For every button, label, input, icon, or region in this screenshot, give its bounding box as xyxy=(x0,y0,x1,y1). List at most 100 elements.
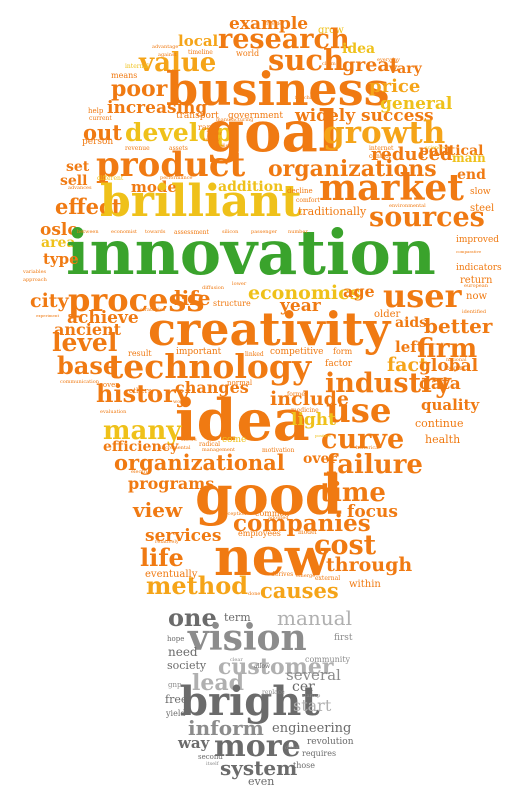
word-great: great xyxy=(342,54,399,76)
word-brilliant: brilliant xyxy=(100,176,302,227)
word-end: end xyxy=(457,167,486,183)
word-companies: companies xyxy=(233,510,371,537)
word-life-top: life xyxy=(174,286,211,310)
word-term: term xyxy=(224,611,251,624)
word-tiny: begin xyxy=(446,365,464,372)
word-tiny: form xyxy=(333,347,353,356)
word-tiny: environmental xyxy=(389,203,426,209)
word-lead: lead xyxy=(192,670,244,696)
word-changes: changes xyxy=(175,378,249,397)
word-several: several xyxy=(286,666,341,684)
word-year: year xyxy=(280,296,321,316)
word-those: those xyxy=(293,761,316,770)
word-tiny: come xyxy=(222,435,247,445)
word-traditionally: traditionally xyxy=(298,205,367,218)
word-process: process xyxy=(68,281,205,319)
word-tiny: timeline xyxy=(188,49,213,56)
word-tiny: between xyxy=(77,229,99,235)
word-tiny: diffusion xyxy=(202,285,224,291)
word-fact: fact xyxy=(387,354,428,376)
word-age: age xyxy=(343,282,375,301)
word-tiny: strategies xyxy=(140,307,166,313)
word-tiny: perception xyxy=(219,511,247,517)
word-history: history xyxy=(96,379,190,408)
word-life: life xyxy=(140,543,184,572)
word-steel: steel xyxy=(470,203,495,214)
word-tiny: corporations xyxy=(425,341,451,346)
word-tiny: everyday xyxy=(377,57,400,63)
word-tiny: help xyxy=(88,107,104,115)
word-base: base xyxy=(57,351,119,380)
word-tiny: model xyxy=(298,529,317,536)
word-tiny: derives xyxy=(271,571,294,578)
word-tiny: evaluation xyxy=(100,409,127,415)
word-mode: mode xyxy=(131,178,177,196)
word-data: data xyxy=(419,374,461,394)
word-tiny: comfort xyxy=(296,197,320,204)
word-tiny: shows xyxy=(181,437,197,443)
word-tiny: emerge xyxy=(296,573,316,579)
word-services: services xyxy=(145,526,222,546)
word-startup: startup xyxy=(302,693,321,699)
word-view: view xyxy=(133,498,183,522)
word-grow: grow xyxy=(318,25,344,36)
word-tiny: work xyxy=(173,399,186,405)
word-tiny: structure xyxy=(213,299,251,308)
word-yield: yield xyxy=(166,709,186,718)
word-manual: manual xyxy=(277,606,352,630)
word-vision: vision xyxy=(188,617,307,659)
word-bright: bright xyxy=(180,678,320,725)
word-tiny: management xyxy=(202,447,236,453)
word-continue: continue xyxy=(415,417,464,430)
word-left: left xyxy=(395,338,424,356)
word-cer: cer xyxy=(292,679,315,695)
word-first: first xyxy=(334,633,353,643)
word-hope: hope xyxy=(167,635,185,643)
word-user: user xyxy=(383,277,462,315)
word-tiny: economist xyxy=(111,229,137,235)
word-tiny: claim xyxy=(322,61,336,67)
word-tiny: former xyxy=(287,391,308,398)
word-tiny: european xyxy=(464,283,488,289)
word-inform: inform xyxy=(188,716,264,740)
word-tiny: others xyxy=(129,387,152,395)
word-widely: widely xyxy=(295,106,356,126)
word-tiny: cover xyxy=(99,381,119,389)
word-organizational: organizational xyxy=(114,450,285,475)
word-sources: sources xyxy=(369,202,485,233)
word-tiny: linked xyxy=(245,351,264,358)
word-tiny: employees xyxy=(238,529,281,538)
word-tiny: lower xyxy=(232,281,247,287)
word-quality: quality xyxy=(421,396,480,414)
word-start: start xyxy=(293,696,332,715)
word-tiny: fairchild xyxy=(295,95,317,101)
word-such: such xyxy=(268,43,345,77)
word-aids: aids xyxy=(395,315,428,331)
word-focus: focus xyxy=(347,502,398,522)
word-tiny: national xyxy=(446,357,467,363)
word-tiny: historical xyxy=(356,445,380,451)
word-tiny: internet xyxy=(369,145,394,152)
word-tiny: order xyxy=(208,131,222,137)
word-tiny: means xyxy=(111,71,138,80)
word-increasing: increasing xyxy=(107,98,208,118)
word-improved: improved xyxy=(456,235,500,245)
word-tiny: assessment xyxy=(174,229,209,236)
word-customer: customer xyxy=(218,654,334,680)
word-economics: economics xyxy=(248,282,361,304)
word-tiny: common xyxy=(255,509,290,518)
word-tiny: done xyxy=(248,591,261,597)
word-method: method xyxy=(146,571,248,600)
word-oslo: oslo xyxy=(40,220,79,240)
word-research: research xyxy=(218,24,350,55)
word-tiny: diesel xyxy=(285,745,300,751)
word-time: time xyxy=(320,478,386,508)
word-gnp: gnp xyxy=(168,681,182,689)
word-causes: causes xyxy=(260,578,339,603)
word-tiny: result xyxy=(128,349,152,358)
word-tiny: positive xyxy=(315,433,331,438)
word-tiny: number xyxy=(288,229,308,235)
word-market: market xyxy=(319,167,464,209)
word-tiny: survey xyxy=(203,137,220,143)
word-business: business xyxy=(166,62,390,116)
